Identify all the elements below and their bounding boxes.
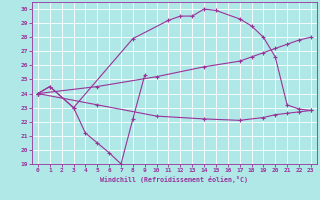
X-axis label: Windchill (Refroidissement éolien,°C): Windchill (Refroidissement éolien,°C) [100,176,248,183]
